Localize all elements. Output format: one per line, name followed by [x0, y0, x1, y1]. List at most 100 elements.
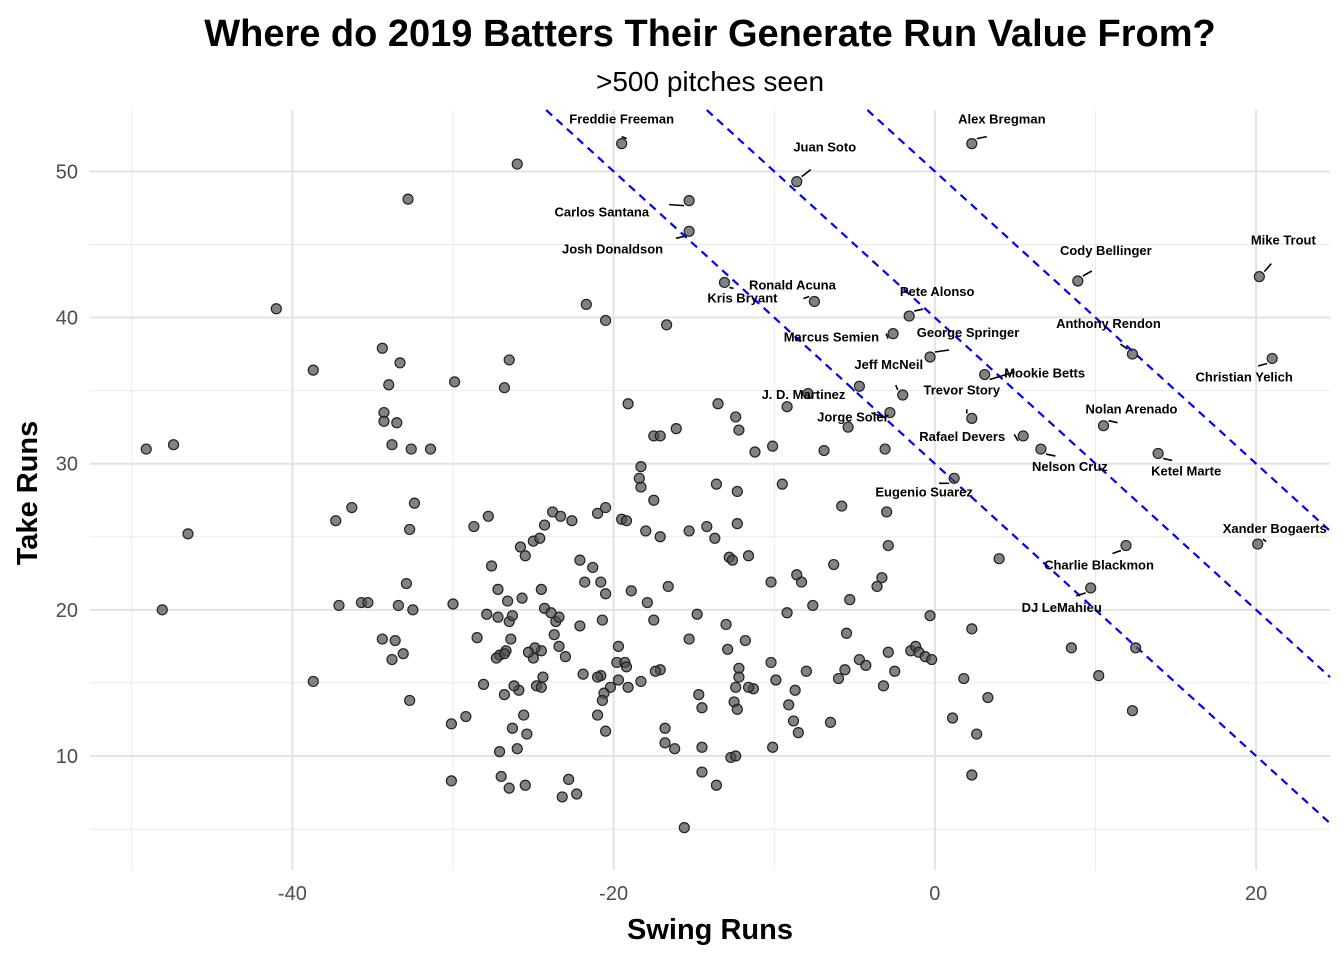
data-point — [346, 501, 358, 514]
data-point — [889, 665, 901, 677]
data-point — [376, 633, 388, 645]
data-point — [534, 532, 546, 544]
data-point — [514, 541, 527, 553]
point-label: Pete Alonso — [900, 284, 975, 299]
data-point — [1017, 430, 1029, 442]
chart-title: Where do 2019 Batters Their Generate Run… — [204, 13, 1216, 55]
data-point — [612, 674, 625, 686]
data-point — [362, 596, 374, 609]
data-point — [966, 623, 978, 635]
label-leader — [1075, 592, 1086, 597]
y-tick-label: 50 — [56, 161, 78, 183]
data-point — [492, 583, 504, 595]
point-label: Josh Donaldson — [562, 241, 663, 256]
data-point — [386, 653, 398, 666]
x-tick-label: 20 — [1245, 883, 1267, 905]
data-point — [599, 588, 612, 600]
data-point — [599, 725, 612, 737]
data-point — [620, 515, 633, 527]
point-label: Jeff McNeil — [854, 357, 923, 372]
data-point — [481, 608, 493, 620]
data-point — [701, 520, 713, 533]
data-point — [749, 446, 761, 458]
data-point — [781, 607, 793, 619]
data-point — [492, 611, 504, 623]
data-point — [498, 382, 511, 394]
point-label: J. D. Martinez — [762, 387, 846, 402]
data-point — [795, 576, 808, 588]
data-point — [683, 195, 695, 207]
data-point — [553, 640, 565, 652]
data-point — [537, 671, 549, 683]
data-point — [670, 423, 682, 435]
data-point — [842, 421, 854, 433]
data-point — [840, 627, 853, 639]
point-label: Eugenio Suarez — [875, 484, 973, 499]
label-leader — [801, 168, 812, 178]
label-leader — [669, 203, 685, 207]
data-point — [730, 411, 742, 423]
data-point — [563, 773, 575, 785]
data-point — [599, 314, 612, 327]
data-point — [591, 507, 604, 519]
data-point — [966, 769, 978, 781]
label-leader — [1119, 343, 1128, 350]
data-point — [765, 576, 777, 588]
data-point — [876, 572, 888, 584]
data-point — [971, 728, 983, 740]
data-point — [521, 728, 533, 740]
data-point — [881, 506, 893, 518]
data-point — [307, 675, 319, 688]
data-point — [622, 681, 634, 693]
y-axis-title: Take Runs — [12, 421, 44, 566]
data-point — [691, 608, 703, 620]
data-point — [824, 716, 837, 728]
data-point — [789, 684, 801, 696]
data-point — [1152, 447, 1164, 460]
chart-subtitle: >500 pitches seen — [596, 66, 824, 97]
data-point — [926, 653, 938, 666]
data-point — [1126, 348, 1139, 360]
point-label: Trevor Story — [924, 382, 1001, 397]
data-point — [1097, 420, 1110, 432]
data-point — [924, 610, 936, 622]
data-point — [408, 497, 421, 509]
data-point — [683, 225, 695, 237]
data-point — [620, 661, 633, 673]
data-point — [407, 604, 419, 616]
data-point — [924, 351, 936, 363]
point-label: Mike Trout — [1251, 233, 1317, 248]
data-point — [397, 648, 409, 660]
data-point — [596, 694, 608, 707]
y-tick-label: 20 — [56, 600, 78, 622]
data-point — [502, 595, 514, 607]
data-point — [733, 424, 745, 436]
data-point — [270, 303, 282, 315]
data-point — [982, 691, 994, 704]
data-point — [649, 665, 661, 677]
data-point — [376, 342, 388, 354]
y-tick-label: 40 — [56, 308, 78, 330]
data-point — [378, 415, 390, 427]
data-point — [887, 328, 899, 340]
data-point — [710, 779, 723, 791]
data-point — [555, 510, 567, 522]
label-leader — [1082, 270, 1093, 277]
reference-line — [545, 109, 1331, 825]
data-point — [770, 674, 782, 686]
data-point — [587, 561, 599, 574]
label-leader — [1257, 362, 1268, 367]
data-point — [599, 501, 612, 514]
data-point — [522, 646, 535, 658]
data-point — [493, 746, 506, 758]
data-point — [386, 439, 398, 451]
data-point — [958, 672, 970, 685]
data-point — [635, 461, 647, 473]
data-point — [654, 430, 666, 442]
data-point — [765, 656, 777, 669]
data-point — [498, 689, 511, 701]
data-point — [1266, 352, 1278, 365]
data-point — [574, 554, 586, 566]
data-point — [1065, 642, 1077, 654]
